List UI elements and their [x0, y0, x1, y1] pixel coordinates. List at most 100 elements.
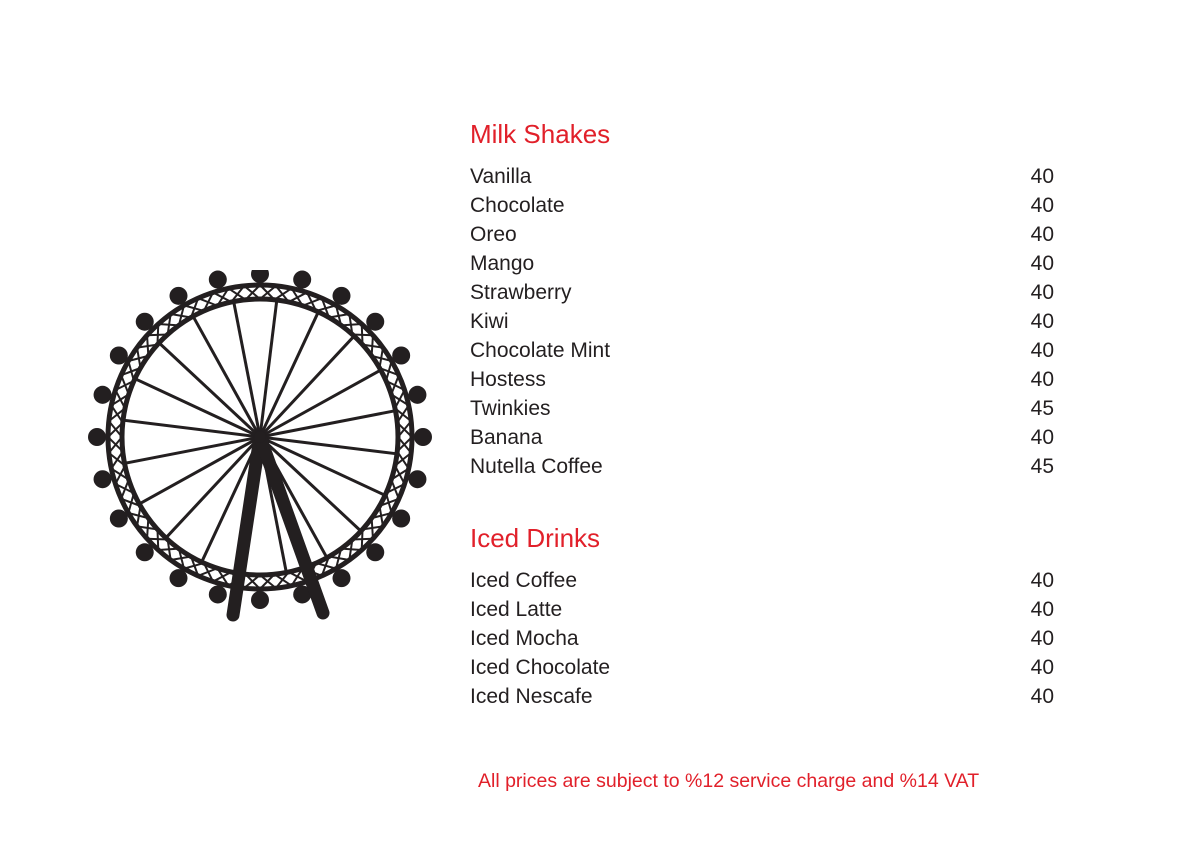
capsule [251, 591, 269, 609]
item-name: Iced Nescafe [470, 685, 593, 708]
lattice [390, 467, 410, 481]
item-name: Twinkies [470, 397, 551, 420]
item-name: Banana [470, 426, 543, 449]
lattice [360, 324, 364, 345]
capsule [208, 270, 227, 289]
item-price: 40 [1030, 252, 1054, 275]
section-title: Milk Shakes [470, 119, 611, 149]
lattice [170, 313, 192, 319]
hub [254, 431, 266, 443]
lattice [394, 389, 406, 409]
capsule [93, 385, 112, 404]
item-price: 40 [1030, 598, 1054, 621]
lattice [390, 374, 400, 395]
lattice [136, 505, 142, 527]
lattice [212, 291, 232, 303]
menu-item: Iced Nescafe 40 [470, 682, 1054, 711]
item-name: Vanilla [470, 165, 532, 188]
lattice [110, 393, 130, 407]
lattice [156, 529, 160, 550]
lattice [394, 452, 412, 467]
lattice [275, 285, 290, 303]
item-price: 40 [1030, 656, 1054, 679]
capsule [169, 286, 188, 305]
item-name: Hostess [470, 368, 546, 391]
ferris-wheel-illustration [88, 270, 432, 622]
spoke [258, 435, 362, 533]
capsule [109, 346, 128, 365]
lattice [328, 555, 350, 561]
lattice [315, 562, 337, 570]
menu-item: Kiwi 40 [470, 307, 1054, 336]
lattice [128, 354, 149, 362]
capsule [293, 270, 312, 289]
spoke [138, 435, 261, 506]
lattice [166, 539, 172, 561]
lattice [273, 573, 293, 587]
item-price: 45 [1030, 397, 1054, 420]
lattice [362, 525, 384, 531]
spoke [164, 435, 262, 539]
lattice [290, 287, 304, 307]
spoke [232, 301, 262, 438]
menu-item: Nutella Coffee 45 [470, 452, 1054, 481]
menu-item: Twinkies 45 [470, 394, 1054, 423]
lattice [385, 483, 406, 495]
item-name: Iced Coffee [470, 569, 578, 592]
menu-item: Strawberry 40 [470, 278, 1054, 307]
item-name: Oreo [470, 223, 517, 246]
item-price: 40 [1030, 165, 1054, 188]
capsule [408, 470, 427, 489]
lattice [108, 436, 123, 454]
item-name: Nutella Coffee [470, 455, 603, 478]
section-milk-shakes: Milk Shakes Vanilla 40 Chocolate 40 Oreo 40 Ma… [470, 114, 1054, 481]
item-price: 45 [1030, 455, 1054, 478]
item-name: Strawberry [470, 281, 572, 304]
item-price: 40 [1030, 426, 1054, 449]
capsule [332, 569, 351, 588]
lattice [385, 360, 393, 382]
spoke [259, 409, 396, 439]
item-name: Chocolate Mint [470, 339, 611, 362]
lattice [243, 285, 261, 300]
item-name: Chocolate [470, 194, 565, 217]
spoke [259, 368, 382, 439]
lattice [107, 421, 124, 438]
lattice [114, 465, 126, 485]
capsule [392, 509, 411, 528]
capsule [293, 585, 312, 604]
item-price: 40 [1030, 281, 1054, 304]
capsule [169, 569, 188, 588]
lattice [108, 407, 126, 422]
lattice [320, 297, 330, 318]
item-price: 40 [1030, 223, 1054, 246]
spoke [258, 335, 356, 439]
menu-item: Iced Mocha 40 [470, 624, 1054, 653]
capsule [88, 428, 106, 446]
lattice [127, 492, 135, 514]
lattice [397, 420, 412, 438]
menu-item: Hostess 40 [470, 365, 1054, 394]
support-leg [226, 430, 267, 622]
spoke [158, 341, 262, 439]
lattice [244, 573, 261, 590]
item-price: 40 [1030, 627, 1054, 650]
lattice [259, 574, 277, 589]
lattice [396, 404, 410, 424]
lattice [190, 556, 200, 577]
lattice [183, 304, 205, 312]
spoke [258, 299, 279, 438]
capsule [135, 543, 154, 562]
capsule [332, 286, 351, 305]
lattice [110, 450, 124, 470]
lattice [348, 313, 354, 335]
menu-item: Vanilla 40 [470, 162, 1054, 191]
capsule [366, 312, 385, 331]
lattice [352, 537, 373, 541]
lattice [259, 284, 276, 301]
lattice [120, 367, 141, 377]
spoke [259, 435, 398, 456]
capsule [135, 312, 154, 331]
item-price: 40 [1030, 339, 1054, 362]
capsule [208, 585, 227, 604]
